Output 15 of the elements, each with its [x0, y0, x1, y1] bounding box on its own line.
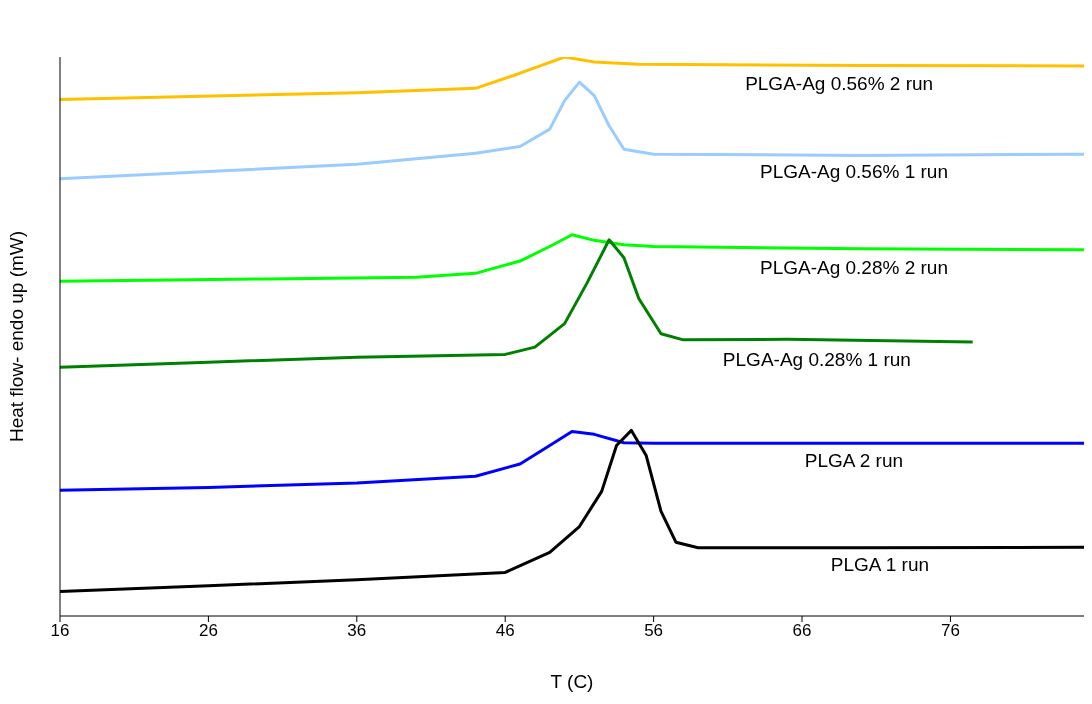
x-tick-label: 76 [940, 621, 960, 641]
series-label: PLGA-Ag 0.56% 2 run [745, 72, 934, 94]
x-tick-label: 26 [198, 621, 218, 641]
series-label: PLGA 2 run [804, 450, 904, 472]
x-tick-label: 46 [495, 621, 515, 641]
series-label: PLGA 1 run [830, 554, 930, 576]
x-tick-label: 16 [50, 621, 70, 641]
x-tick-label: 66 [792, 621, 812, 641]
x-tick-label: 36 [347, 621, 367, 641]
series-label: PLGA-Ag 0.28% 2 run [759, 256, 948, 278]
series-label: PLGA-Ag 0.56% 1 run [759, 161, 948, 183]
x-tick-label: 56 [644, 621, 664, 641]
y-axis-title: Heat flow- endo up (mW) [5, 230, 27, 443]
x-axis-title: T (C) [550, 671, 594, 692]
series-label: PLGA-Ag 0.28% 1 run [722, 349, 911, 371]
